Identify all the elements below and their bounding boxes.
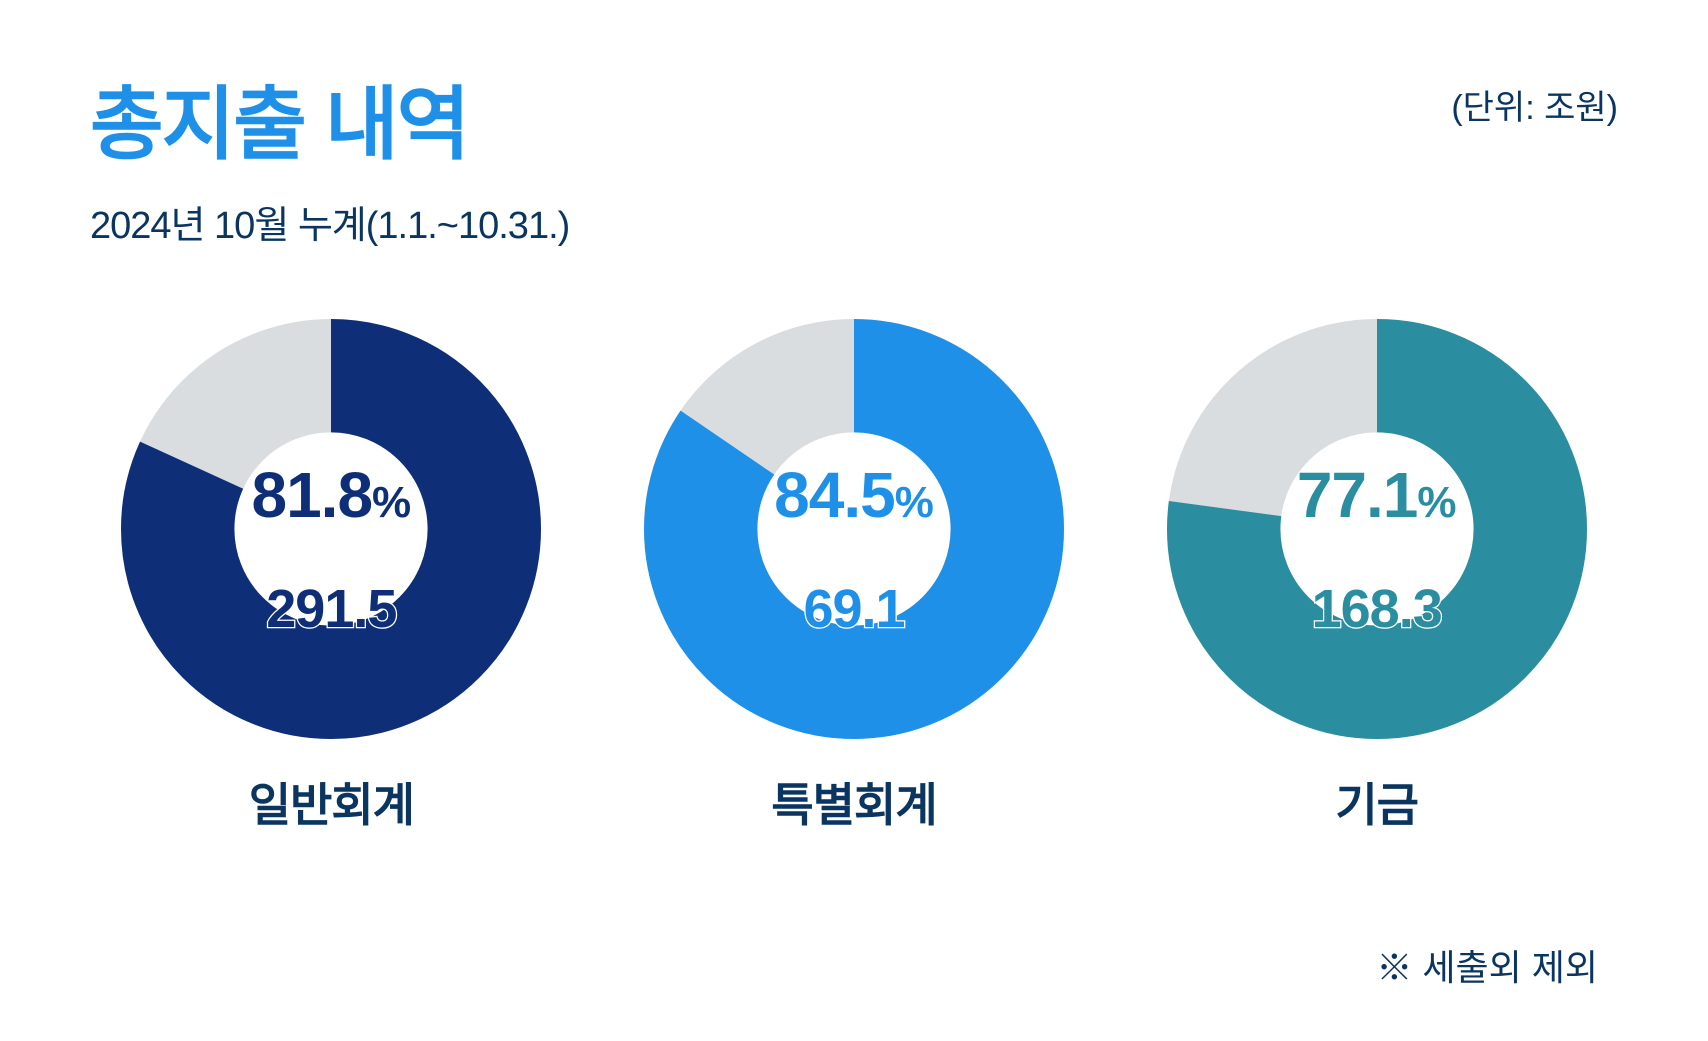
caption-fund: 기금 (1335, 769, 1418, 835)
percent-value: 81.8 (251, 459, 372, 531)
chart-general: 81.8% 291.5 일반회계 (90, 319, 573, 835)
chart-special: 84.5% 69.1 특별회계 (613, 319, 1096, 835)
value-label-fund: 168.3 (1312, 578, 1442, 640)
percent-symbol: % (895, 478, 934, 527)
percent-label-fund: 77.1% (1297, 458, 1457, 532)
value-label-general: 291.5 (266, 578, 396, 640)
percent-value: 84.5 (774, 459, 895, 531)
donut-fund: 77.1% 168.3 (1167, 319, 1587, 739)
charts-row: 81.8% 291.5 일반회계 84.5% 69.1 특별회계 77.1% 168.3 기… (90, 319, 1618, 835)
donut-special: 84.5% 69.1 (644, 319, 1064, 739)
percent-label-special: 84.5% (774, 458, 934, 532)
percent-symbol: % (1417, 478, 1456, 527)
donut-general: 81.8% 291.5 (121, 319, 541, 739)
caption-general: 일반회계 (249, 769, 414, 835)
caption-special: 특별회계 (771, 769, 936, 835)
header-row: 총지출 내역 2024년 10월 누계(1.1.~10.31.) (단위: 조원… (90, 60, 1618, 249)
percent-symbol: % (372, 478, 411, 527)
value-label-special: 69.1 (803, 578, 904, 640)
percent-label-general: 81.8% (251, 458, 411, 532)
page-subtitle: 2024년 10월 누계(1.1.~10.31.) (90, 194, 569, 249)
page-title: 총지출 내역 (90, 60, 569, 176)
footnote: ※ 세출외 제외 (1376, 939, 1598, 991)
percent-value: 77.1 (1297, 459, 1418, 531)
title-block: 총지출 내역 2024년 10월 누계(1.1.~10.31.) (90, 60, 569, 249)
unit-label: (단위: 조원) (1451, 80, 1618, 129)
chart-fund: 77.1% 168.3 기금 (1135, 319, 1618, 835)
